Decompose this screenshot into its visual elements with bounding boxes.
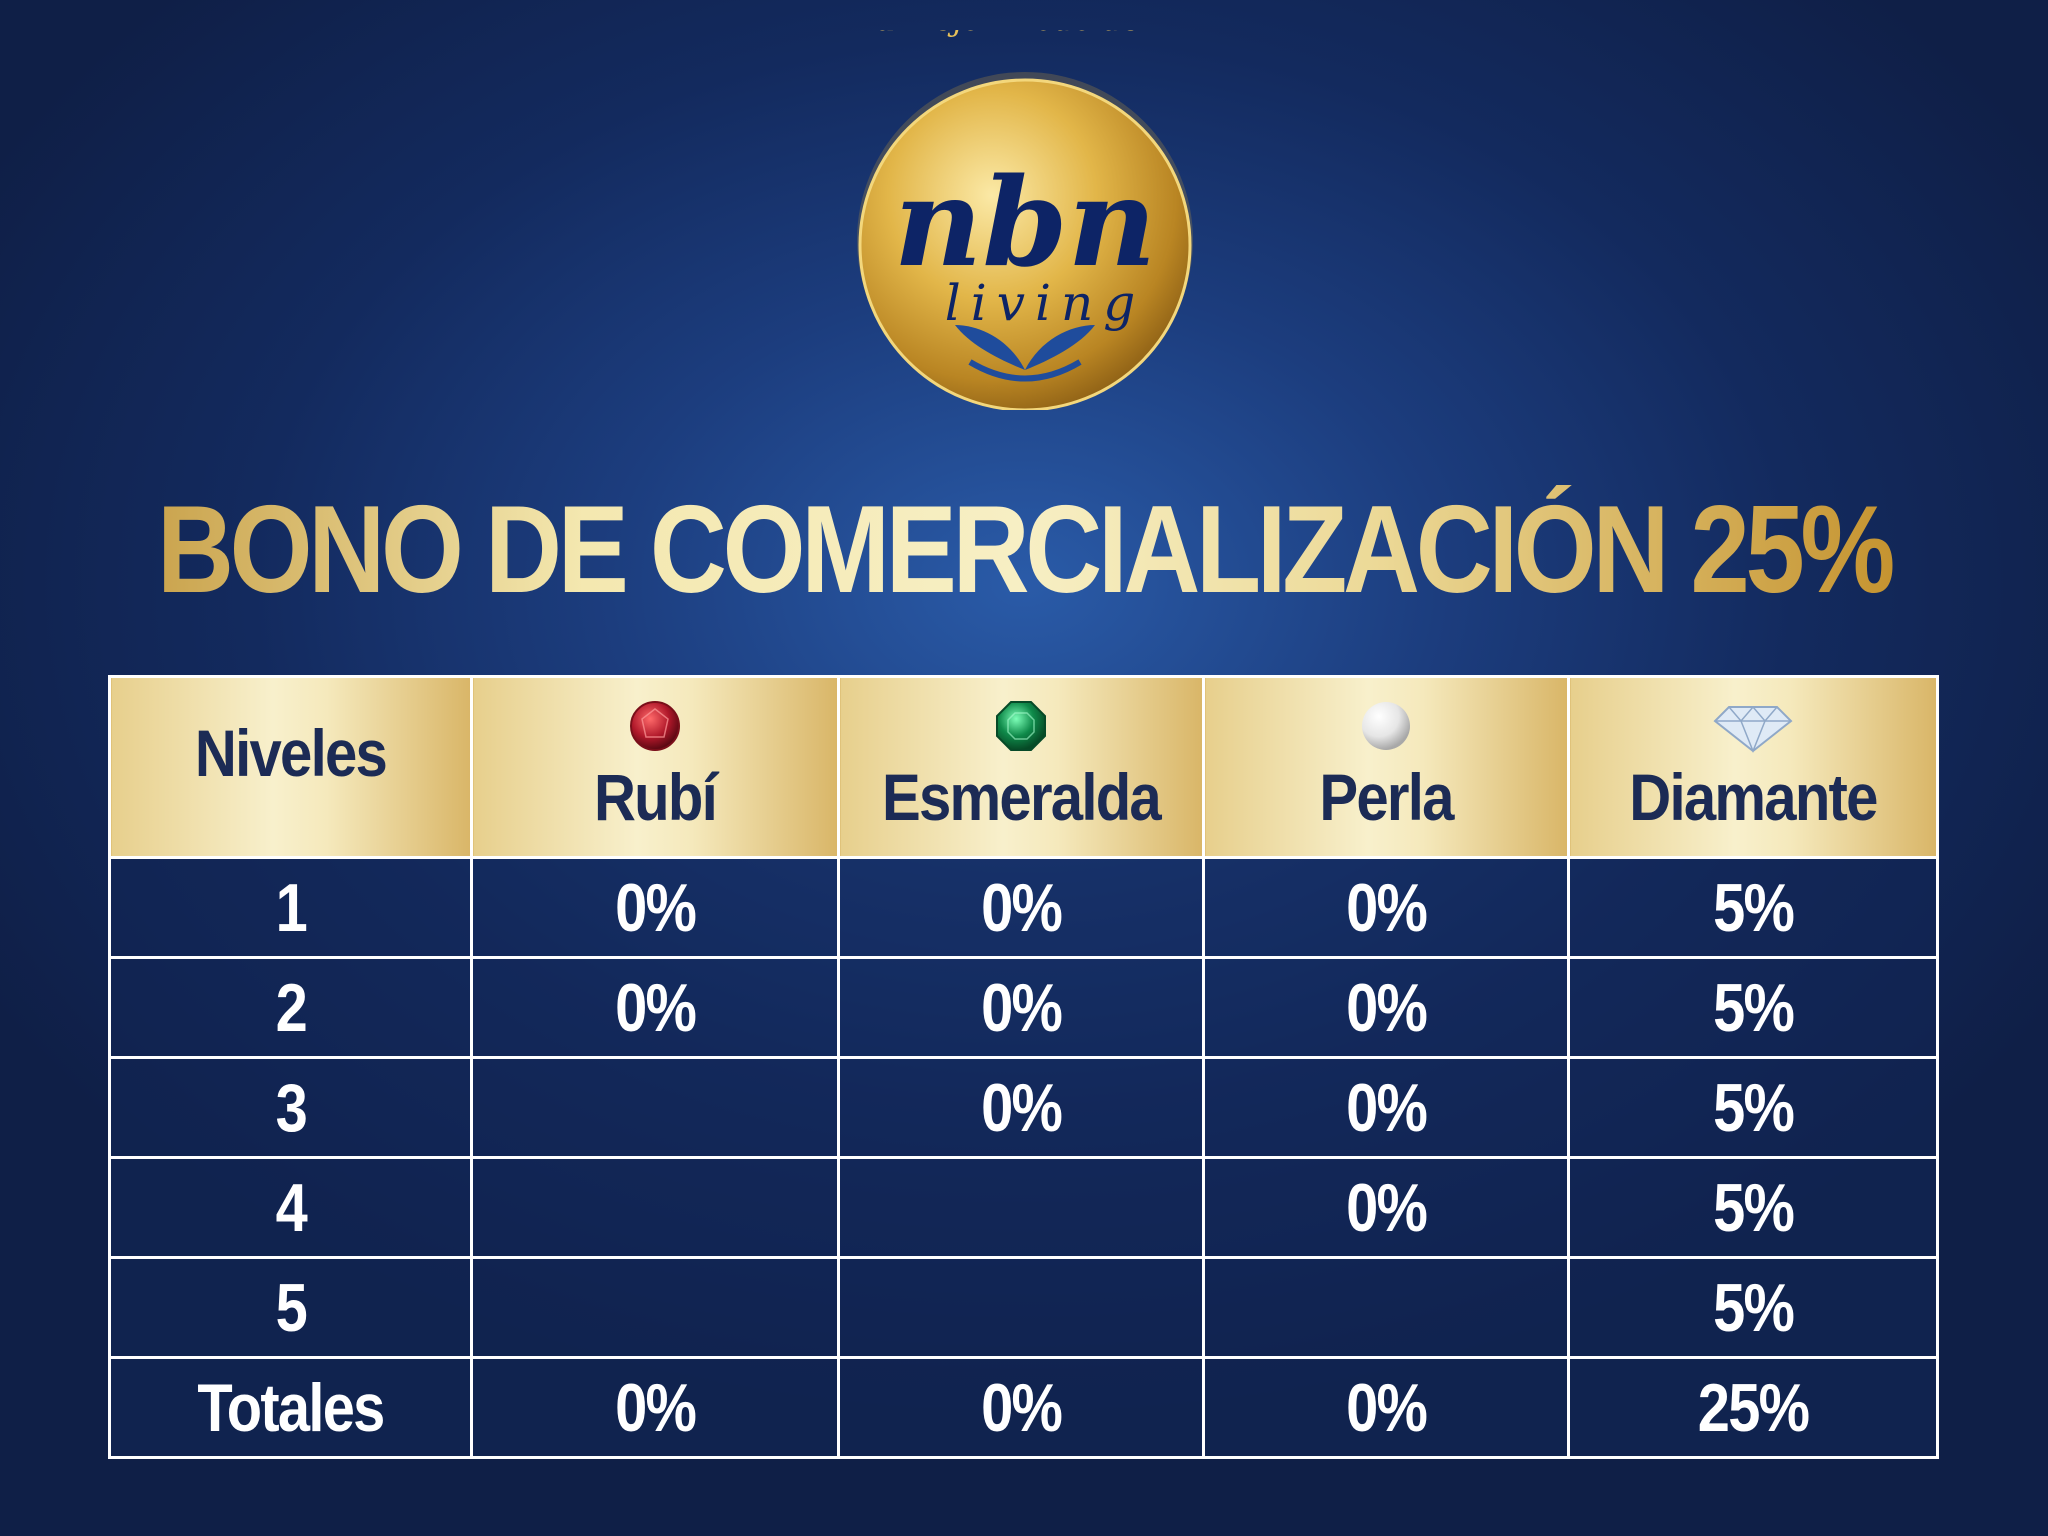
logo-tagline: Tu mejor modo de vivir bbox=[855, 30, 1195, 38]
header-diamante-label: Diamante bbox=[1629, 760, 1878, 834]
value-cell: 0% bbox=[1202, 856, 1570, 959]
table-row: 1 0% 0% 0% 5% bbox=[108, 856, 1939, 959]
diamond-icon bbox=[1713, 705, 1793, 753]
value-cell: 5% bbox=[1567, 956, 1939, 1059]
value-cell bbox=[470, 1156, 840, 1259]
table-row: 5 5% bbox=[108, 1256, 1939, 1359]
header-rubi: Rubí bbox=[470, 675, 840, 859]
totals-label-cell: Totales bbox=[108, 1356, 473, 1459]
table-row-totals: Totales 0% 0% 0% 25% bbox=[108, 1356, 1939, 1459]
header-perla: Perla bbox=[1202, 675, 1570, 859]
value-cell: 0% bbox=[837, 956, 1205, 1059]
value-cell: 0% bbox=[1202, 1156, 1570, 1259]
total-cell: 0% bbox=[837, 1356, 1205, 1459]
value-cell bbox=[1202, 1256, 1570, 1359]
total-cell: 0% bbox=[470, 1356, 840, 1459]
header-esmeralda-label: Esmeralda bbox=[882, 760, 1162, 834]
header-niveles: Niveles bbox=[108, 675, 473, 859]
value-cell: 0% bbox=[1202, 956, 1570, 1059]
header-diamante: Diamante bbox=[1567, 675, 1939, 859]
pearl-icon bbox=[1362, 702, 1410, 750]
value-cell: 0% bbox=[1202, 1056, 1570, 1159]
logo-sub: living bbox=[945, 274, 1145, 332]
level-cell: 1 bbox=[108, 856, 473, 959]
leaf-icon bbox=[955, 325, 1095, 382]
level-cell: 2 bbox=[108, 956, 473, 1059]
table-row: 4 0% 5% bbox=[108, 1156, 1939, 1259]
value-cell bbox=[837, 1156, 1205, 1259]
value-cell bbox=[470, 1056, 840, 1159]
value-cell: 5% bbox=[1567, 856, 1939, 959]
logo-emblem: Tu mejor modo de vivir nbn living bbox=[855, 2, 1223, 412]
ruby-gem-icon bbox=[630, 701, 680, 751]
value-cell: 0% bbox=[837, 856, 1205, 959]
value-cell: 0% bbox=[837, 1056, 1205, 1159]
value-cell: 5% bbox=[1567, 1156, 1939, 1259]
value-cell: 5% bbox=[1567, 1256, 1939, 1359]
value-cell: 0% bbox=[470, 956, 840, 1059]
emerald-gem-icon bbox=[996, 701, 1046, 751]
table-row: 3 0% 0% 5% bbox=[108, 1056, 1939, 1159]
value-cell: 5% bbox=[1567, 1056, 1939, 1159]
logo-brand: nbn bbox=[894, 150, 1157, 294]
header-perla-label: Perla bbox=[1319, 760, 1454, 834]
nbn-living-logo: Tu mejor modo de vivir nbn living bbox=[855, 2, 1223, 412]
table-row: 2 0% 0% 0% 5% bbox=[108, 956, 1939, 1059]
level-cell: 4 bbox=[108, 1156, 473, 1259]
total-cell: 0% bbox=[1202, 1356, 1570, 1459]
level-cell: 5 bbox=[108, 1256, 473, 1359]
table-header-row: Niveles Rubí Esmeralda bbox=[108, 675, 1939, 859]
total-cell: 25% bbox=[1567, 1356, 1939, 1459]
header-rubi-label: Rubí bbox=[593, 760, 718, 834]
value-cell bbox=[470, 1256, 840, 1359]
bonus-table: Niveles Rubí Esmeralda bbox=[108, 675, 1939, 1459]
value-cell bbox=[837, 1256, 1205, 1359]
header-niveles-label: Niveles bbox=[194, 716, 388, 790]
header-esmeralda: Esmeralda bbox=[837, 675, 1205, 859]
value-cell: 0% bbox=[470, 856, 840, 959]
level-cell: 3 bbox=[108, 1056, 473, 1159]
page-title: BONO DE COMERCIALIZACIÓN 25% bbox=[143, 485, 1904, 615]
